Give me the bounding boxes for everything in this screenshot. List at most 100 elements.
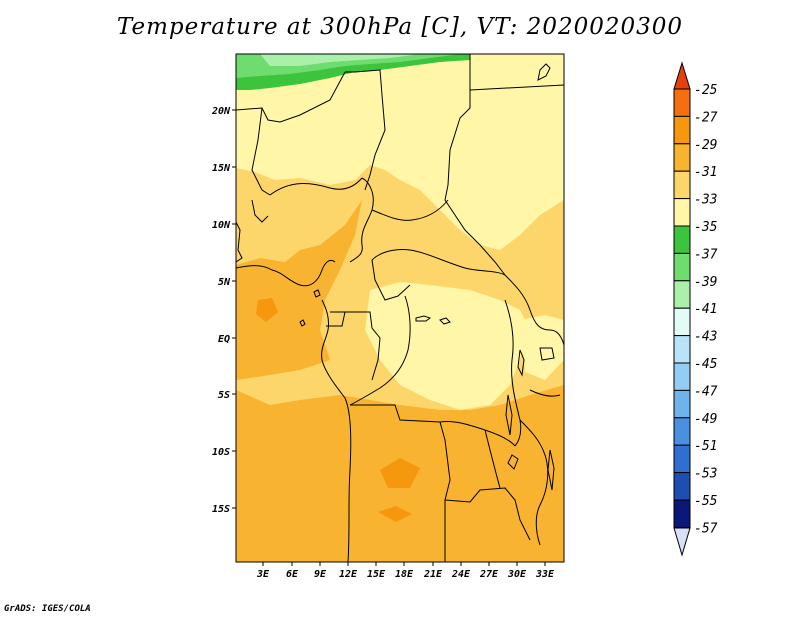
field-cool-north — [236, 54, 564, 250]
border-line — [529, 389, 561, 397]
map-title: Temperature at 300hPa [C], VT: 202002030… — [116, 14, 684, 40]
lon-label: 12E — [339, 569, 358, 580]
lon-label: 30E — [507, 569, 527, 580]
field-warmer-pocket-3 — [378, 506, 412, 522]
lat-label: 15S — [212, 504, 230, 515]
colorbar-label: -51 — [694, 439, 717, 454]
colorbar-label: -35 — [694, 220, 718, 235]
border-line — [326, 311, 346, 327]
colorbar-label: -57 — [694, 521, 718, 536]
colorbar-bin — [673, 362, 691, 391]
lat-label: EQ — [218, 334, 230, 345]
lake-outline — [507, 454, 519, 470]
lon-label: 21E — [423, 569, 443, 580]
lat-label: 20N — [211, 106, 231, 117]
colorbar-bottom-arrow — [673, 527, 691, 557]
colorbar-bin — [673, 335, 691, 364]
lake-outline — [439, 317, 451, 325]
lon-label: 24E — [451, 569, 471, 580]
colorbar-label: -27 — [694, 110, 718, 125]
field-warm-west — [236, 200, 362, 380]
border-line — [504, 299, 522, 447]
colorbar-label: -45 — [694, 357, 718, 372]
border-line — [371, 259, 411, 301]
lon-label: 3E — [256, 569, 270, 580]
colorbar-label: -37 — [694, 247, 718, 262]
colorbar-label: -55 — [694, 494, 718, 509]
colorbar-bin — [673, 472, 691, 501]
border-line — [371, 199, 449, 221]
colorbar-label: -53 — [694, 467, 717, 482]
island — [299, 319, 306, 327]
lat-label: 5N — [218, 277, 231, 288]
colorbar-bin — [673, 389, 691, 419]
lat-label: 15N — [212, 163, 231, 174]
border-line — [349, 295, 411, 406]
lat-label: 5S — [218, 390, 230, 401]
border-line — [251, 107, 271, 196]
border-line — [484, 429, 501, 489]
colorbar-labels: -25 -27 -29 -31 -33 -35 -37 -39 -41 -43 -45 -47 -49 -… — [694, 83, 718, 536]
border-line — [321, 299, 352, 562]
border-line — [350, 404, 451, 562]
colorbar-bin — [673, 252, 691, 282]
island — [313, 289, 321, 298]
lake-outline — [505, 394, 513, 436]
colorbar-label: -29 — [694, 138, 717, 153]
colorbar-label: -31 — [694, 165, 717, 180]
colorbar: -25 -27 -29 -31 -33 -35 -37 -39 -41 -43 -45 -47 -49 -… — [673, 61, 718, 557]
colorbar-label: -47 — [694, 384, 718, 399]
country-borders — [236, 54, 564, 562]
colorbar-label: -43 — [694, 330, 717, 345]
colorbar-label: -25 — [694, 83, 718, 98]
coast-detail — [537, 63, 551, 81]
field-cool-central — [365, 282, 530, 410]
colorbar-bin — [673, 88, 691, 117]
field-warmer-pocket-1 — [256, 298, 278, 322]
lake-outline — [547, 449, 555, 491]
lon-label: 9E — [314, 569, 327, 580]
colorbar-top-arrow — [673, 61, 691, 90]
border-line — [236, 259, 336, 287]
border-line — [251, 199, 269, 223]
border-line — [444, 54, 506, 276]
colorbar-bin — [673, 499, 691, 528]
border-line — [469, 84, 564, 91]
border-line — [504, 274, 564, 346]
border-line — [519, 419, 549, 546]
colorbar-label: -33 — [694, 193, 717, 208]
colorbar-bin — [673, 143, 691, 172]
lake-outline — [539, 347, 555, 361]
colorbar-label: -49 — [694, 412, 717, 427]
colorbar-bin — [673, 417, 691, 446]
lat-label: 10N — [212, 220, 231, 231]
lake-outline — [517, 349, 525, 377]
lon-label: 6E — [286, 569, 299, 580]
border-line — [236, 221, 243, 263]
map-frame — [235, 53, 565, 563]
colorbar-bin — [673, 307, 691, 337]
grads-credit: GrADS: IGES/COLA — [4, 604, 91, 614]
colorbar-bin — [673, 225, 691, 254]
lon-label: 15E — [367, 569, 386, 580]
latitude-labels: 20N 15N 10N 5N EQ 5S 10S 15S — [211, 106, 231, 515]
border-line — [345, 69, 386, 191]
colorbar-bins — [673, 88, 691, 528]
border-line — [444, 487, 531, 541]
colorbar-label: -39 — [694, 275, 717, 290]
field-cold-band-41 — [260, 54, 420, 66]
colorbar-label: -41 — [694, 302, 717, 317]
colorbar-bin — [673, 280, 691, 309]
field-warmer-pocket-2 — [380, 458, 420, 488]
colorbar-bin — [673, 444, 691, 474]
lat-label: 10S — [212, 447, 230, 458]
axis-ticks — [232, 109, 546, 566]
lon-label: 33E — [535, 569, 555, 580]
lake-outline — [415, 315, 432, 322]
border-line — [269, 177, 363, 196]
border-line — [349, 177, 374, 263]
temperature-field — [236, 54, 564, 562]
colorbar-bin — [673, 198, 691, 227]
colorbar-bin — [673, 115, 691, 145]
